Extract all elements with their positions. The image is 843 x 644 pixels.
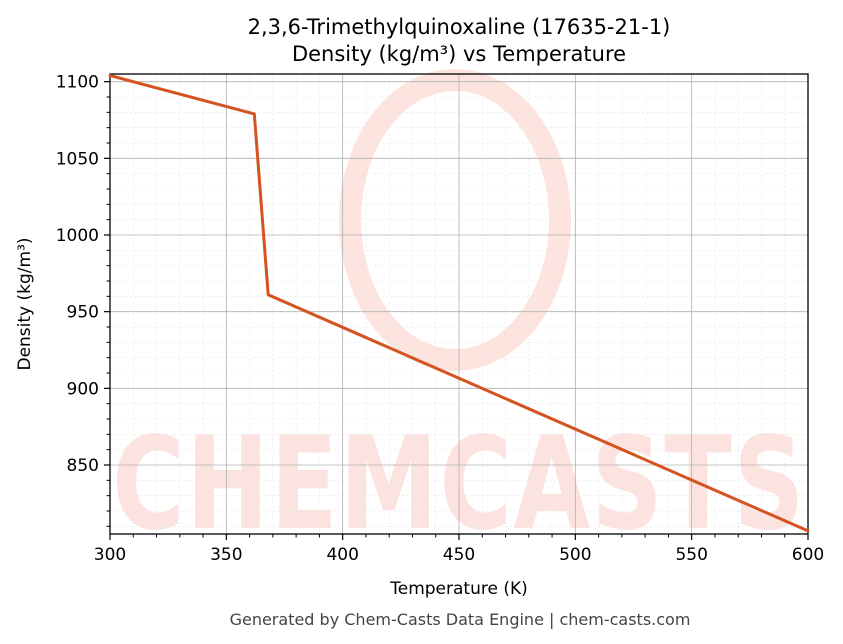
y-tick-label: 1100: [56, 73, 99, 93]
y-axis-label: Density (kg/m³): [15, 237, 35, 370]
y-tick-label: 1050: [56, 149, 99, 169]
y-tick-label: 950: [67, 303, 99, 323]
series-layer: [108, 74, 810, 533]
watermark-ring: [339, 69, 571, 371]
x-tick-label: 350: [210, 545, 242, 565]
density-series-line: [108, 74, 810, 533]
chart-title-line1: 2,3,6-Trimethylquinoxaline (17635-21-1): [248, 15, 671, 39]
y-tick-label: 900: [67, 379, 99, 399]
x-tick-label: 500: [559, 545, 591, 565]
footer-credit: Generated by Chem-Casts Data Engine | ch…: [230, 610, 691, 629]
x-tick-label: 450: [443, 545, 475, 565]
y-tick-label: 850: [67, 456, 99, 476]
y-tick-label: 1000: [56, 226, 99, 246]
x-tick-label: 300: [94, 545, 126, 565]
y-axis-tick-labels: 850 900 950 1000 1050 1100: [56, 73, 99, 476]
x-tick-label: 400: [326, 545, 358, 565]
x-axis-ticks: [109, 534, 809, 540]
x-tick-label: 550: [675, 545, 707, 565]
x-axis-label: Temperature (K): [389, 579, 528, 599]
y-axis-ticks: [104, 81, 110, 527]
x-axis-tick-labels: 300 350 400 450 500 550 600: [94, 545, 824, 565]
x-tick-label: 600: [792, 545, 824, 565]
chart-title-line2: Density (kg/m³) vs Temperature: [292, 42, 626, 66]
